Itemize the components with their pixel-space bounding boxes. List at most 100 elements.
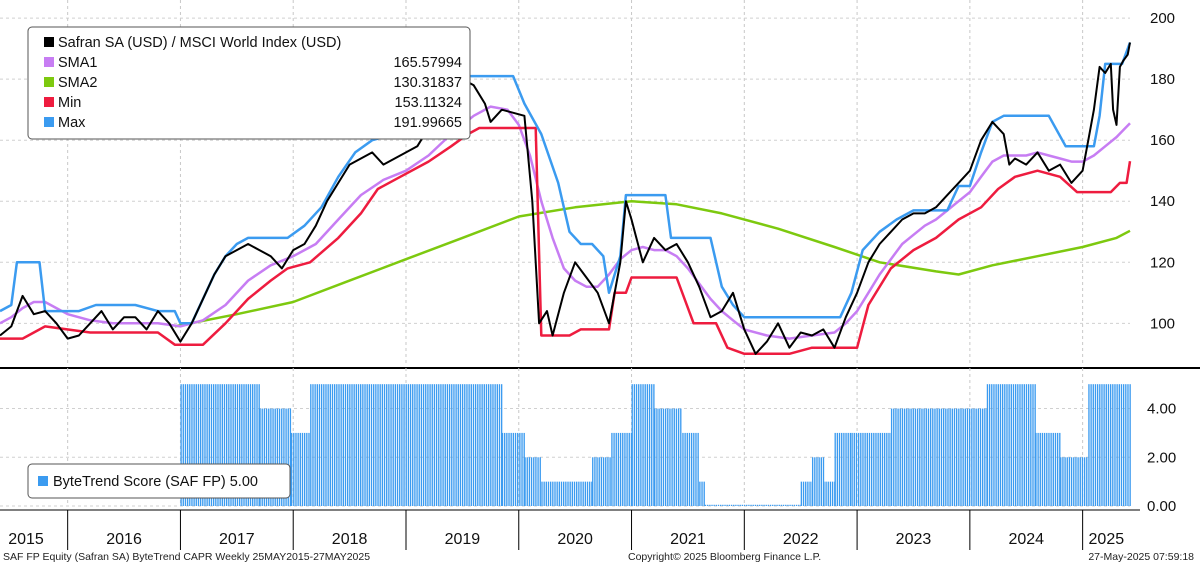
score-bar: [1006, 384, 1008, 506]
score-bar: [851, 432, 853, 506]
score-bar: [660, 408, 662, 506]
score-bar: [558, 481, 561, 506]
score-bar: [591, 481, 593, 506]
score-bar: [306, 432, 308, 506]
score-bar: [658, 408, 660, 506]
score-bar: [349, 384, 351, 506]
score-bar: [180, 384, 182, 506]
score-bar: [303, 432, 306, 506]
score-bar: [1030, 384, 1032, 506]
score-bar: [375, 384, 377, 506]
score-bar: [870, 432, 873, 506]
score-bar: [1064, 457, 1066, 506]
score-bar: [453, 384, 455, 506]
score-bar: [541, 481, 543, 506]
score-bar: [514, 432, 517, 506]
score-bar: [883, 432, 886, 506]
score-bar: [656, 408, 658, 506]
score-bar: [547, 481, 550, 506]
score-bar: [825, 481, 827, 506]
x-tick-label: 2016: [106, 531, 142, 548]
score-bar: [966, 408, 969, 506]
score-bar: [429, 384, 431, 506]
score-bar: [690, 432, 693, 506]
score-bar: [899, 408, 901, 506]
series-line-sma2: [174, 199, 1131, 328]
score-bar: [1070, 457, 1073, 506]
score-bar: [552, 481, 554, 506]
score-bar: [272, 408, 274, 506]
score-bar: [644, 384, 646, 506]
score-bar: [695, 432, 697, 506]
score-bar: [1066, 457, 1068, 506]
score-bar: [630, 432, 633, 506]
score-bar: [182, 384, 184, 506]
footer-copyright: Copyright© 2025 Bloomberg Finance L.P.: [628, 551, 822, 563]
score-bar: [1073, 457, 1075, 506]
score-bar: [521, 432, 523, 506]
legend-swatch: [44, 117, 54, 127]
score-bar: [448, 384, 451, 506]
legend-swatch: [44, 97, 54, 107]
score-bar: [927, 408, 930, 506]
score-bar: [519, 432, 521, 506]
score-bar: [225, 384, 228, 506]
score-bar: [268, 408, 270, 506]
score-bar: [256, 384, 258, 506]
score-bar: [600, 457, 603, 506]
score-bar: [677, 408, 680, 506]
score-bar: [420, 384, 423, 506]
score-bar: [921, 408, 923, 506]
score-bar: [560, 481, 563, 506]
score-bar: [1001, 384, 1004, 506]
score-bar: [648, 384, 651, 506]
score-bar: [807, 481, 809, 506]
score-bar: [800, 481, 803, 506]
score-bar: [979, 408, 982, 506]
score-bar: [571, 481, 574, 506]
score-bar: [470, 384, 472, 506]
y-tick-label: 120: [1150, 254, 1175, 271]
legend-upper: Safran SA (USD) / MSCI World Index (USD)…: [27, 26, 471, 140]
score-bar: [814, 457, 816, 506]
score-bar: [377, 384, 379, 506]
score-bar: [673, 408, 675, 506]
score-bar: [726, 504, 728, 506]
score-bar: [774, 504, 776, 506]
score-bar: [860, 432, 862, 506]
score-bar: [720, 504, 722, 506]
score-bar: [932, 408, 934, 506]
score-bar: [1107, 384, 1110, 506]
score-bar: [433, 384, 436, 506]
score-bar: [988, 384, 991, 506]
score-bar: [457, 384, 459, 506]
score-bar: [820, 457, 822, 506]
legend-label: ByteTrend Score (SAF FP) 5.00: [53, 474, 258, 490]
score-bar: [481, 384, 483, 506]
score-bar: [947, 408, 949, 506]
score-bar: [492, 384, 494, 506]
score-bar: [853, 432, 855, 506]
score-bar: [664, 408, 667, 506]
score-bar: [373, 384, 375, 506]
score-bar: [563, 481, 565, 506]
legend-box: [27, 26, 471, 140]
score-bar: [245, 384, 247, 506]
score-bar: [791, 504, 793, 506]
score-bar: [301, 432, 304, 506]
score-bar: [916, 408, 919, 506]
score-bar: [986, 384, 989, 506]
score-bar: [982, 408, 984, 506]
score-bar: [991, 384, 993, 506]
score-bar: [730, 504, 733, 506]
score-bar: [1046, 432, 1048, 506]
score-bar: [615, 432, 617, 506]
score-bar: [628, 432, 630, 506]
score-bar: [973, 408, 975, 506]
score-bar: [1050, 432, 1052, 506]
score-bar: [653, 384, 655, 506]
score-bar: [925, 408, 927, 506]
score-bar: [1068, 457, 1071, 506]
score-bar: [646, 384, 649, 506]
score-bar: [355, 384, 358, 506]
